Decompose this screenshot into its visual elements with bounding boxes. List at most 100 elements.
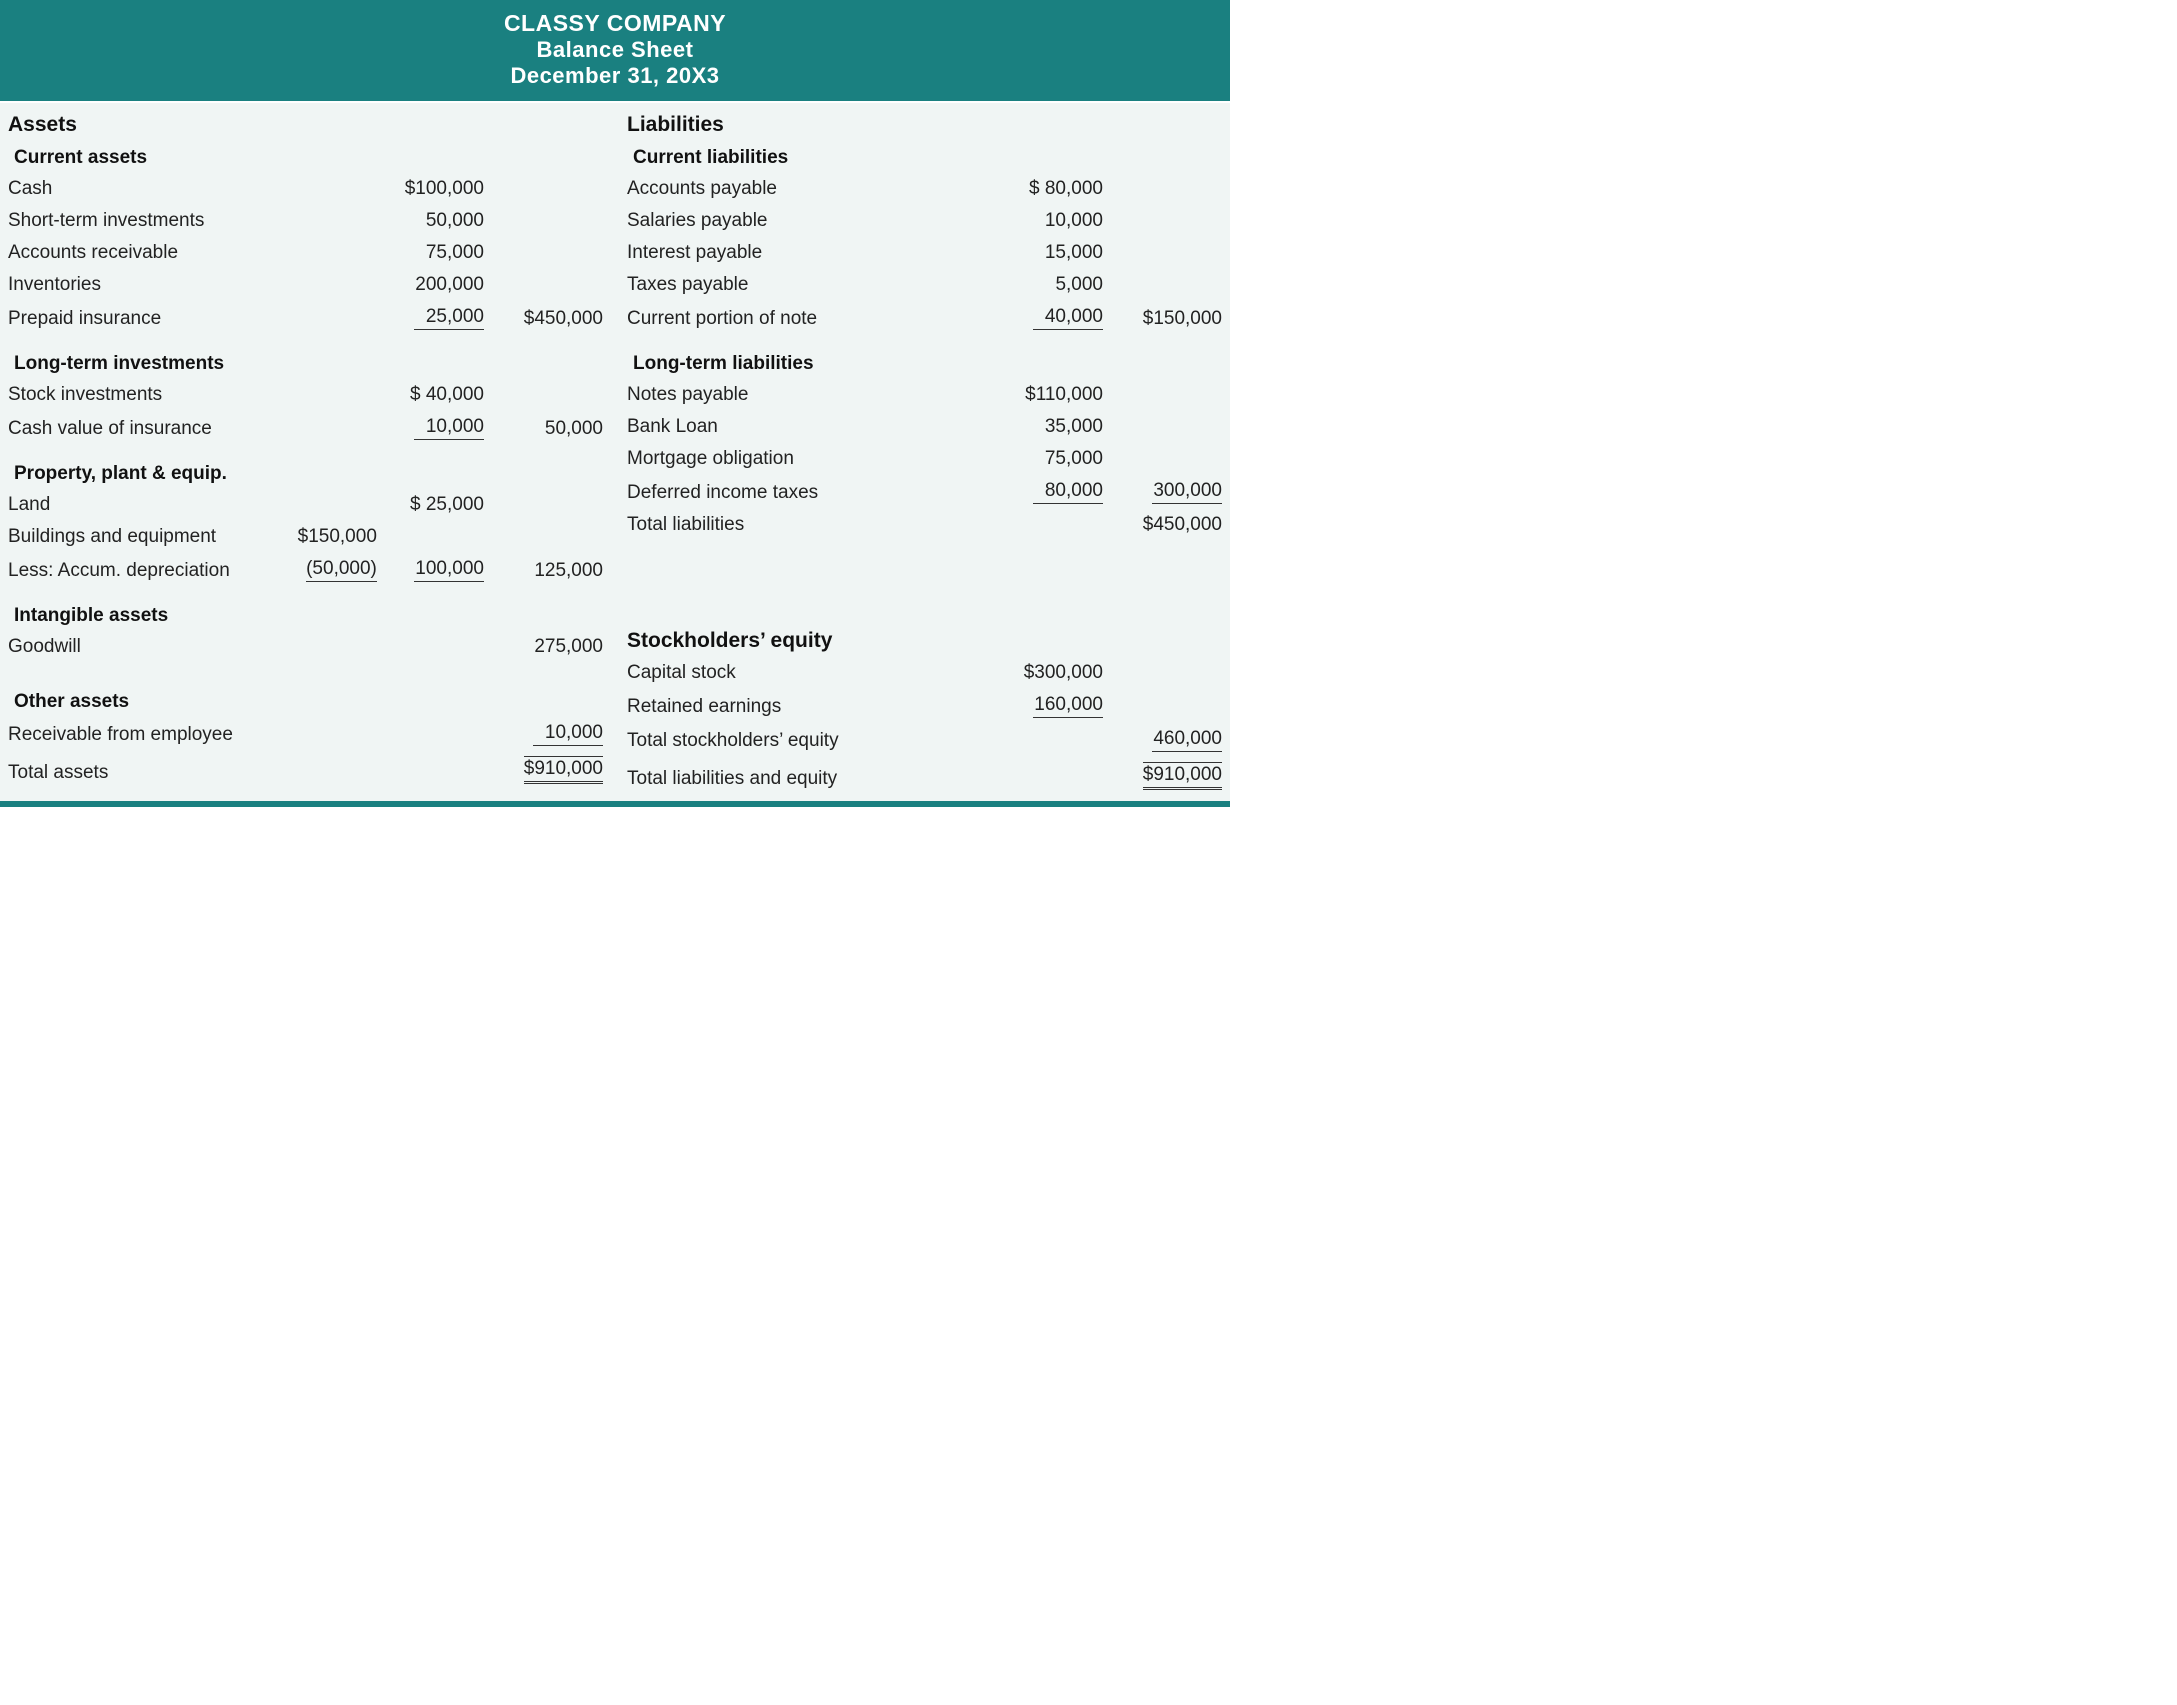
col-2 [996, 509, 1103, 541]
assets-title: Assets [8, 109, 603, 141]
line-label: Cash value of insurance [8, 411, 270, 445]
company-name: CLASSY COMPANY [0, 10, 1230, 37]
col-3: 300,000 [1103, 475, 1222, 509]
sheet-date: December 31, 20X3 [0, 63, 1230, 89]
col-2: $110,000 [996, 379, 1103, 411]
col-1 [889, 443, 996, 475]
col-1 [889, 757, 996, 795]
col-3: 50,000 [484, 411, 603, 445]
line-item: Bank Loan35,000 [627, 411, 1222, 443]
line-item: Retained earnings 160,000 [627, 689, 1222, 723]
col-2: 75,000 [996, 443, 1103, 475]
col-1 [270, 237, 377, 269]
col-3: 10,000 [484, 717, 603, 751]
total-row: Total liabilities and equity $910,000 [627, 757, 1222, 795]
line-item: Buildings and equipment$150,000 [8, 521, 603, 553]
line-label: Buildings and equipment [8, 521, 270, 553]
col-3: $450,000 [1103, 509, 1222, 541]
total-row: Total stockholders’ equity460,000 [627, 723, 1222, 757]
col-1 [270, 631, 377, 663]
intangible-rows: Goodwill 275,000 [8, 631, 603, 663]
line-label: Cash [8, 173, 270, 205]
line-item: Interest payable 15,000 [627, 237, 1222, 269]
line-item: Current portion of note40,000$150,000 [627, 301, 1222, 335]
col-2: $ 80,000 [996, 173, 1103, 205]
col-3 [484, 269, 603, 301]
col-3: 125,000 [484, 553, 603, 587]
col-2: 50,000 [377, 205, 484, 237]
col-2: 25,000 [377, 301, 484, 335]
col-1 [889, 689, 996, 723]
line-label: Salaries payable [627, 205, 889, 237]
sheet-header: CLASSY COMPANY Balance Sheet December 31… [0, 0, 1230, 101]
current-assets-rows: Cash $100,000 Short-term investments 50,000… [8, 173, 603, 335]
col-2: 10,000 [996, 205, 1103, 237]
col-3: 275,000 [484, 631, 603, 663]
col-3: $910,000 [484, 751, 603, 789]
col-3: $910,000 [1103, 757, 1222, 795]
line-item: Accounts payable $ 80,000 [627, 173, 1222, 205]
line-label: Bank Loan [627, 411, 889, 443]
col-1 [889, 205, 996, 237]
footer-rule [0, 801, 1230, 807]
longterm-liab-title: Long-term liabilities [627, 335, 1222, 379]
col-2: $ 25,000 [377, 489, 484, 521]
col-3: $450,000 [484, 301, 603, 335]
col-3 [484, 173, 603, 205]
line-item: Mortgage obligation75,000 [627, 443, 1222, 475]
line-label: Total liabilities [627, 509, 889, 541]
longterm-inv-title: Long-term investments [8, 335, 603, 379]
col-1 [270, 301, 377, 335]
col-2 [377, 751, 484, 789]
col-3 [1103, 689, 1222, 723]
col-2 [377, 717, 484, 751]
col-3 [1103, 657, 1222, 689]
line-label: Short-term investments [8, 205, 270, 237]
col-1 [270, 717, 377, 751]
line-item: Short-term investments 50,000 [8, 205, 603, 237]
col-2 [996, 723, 1103, 757]
line-item: Capital stock$300,000 [627, 657, 1222, 689]
col-1 [889, 379, 996, 411]
col-2 [996, 757, 1103, 795]
liabilities-title: Liabilities [627, 109, 1222, 141]
current-assets-title: Current assets [8, 141, 603, 173]
line-label: Interest payable [627, 237, 889, 269]
col-2: 100,000 [377, 553, 484, 587]
line-label: Inventories [8, 269, 270, 301]
col-1 [889, 509, 996, 541]
line-item: Goodwill 275,000 [8, 631, 603, 663]
total-row: Total liabilities $450,000 [627, 509, 1222, 541]
line-item: Cash $100,000 [8, 173, 603, 205]
col-2: 75,000 [377, 237, 484, 269]
line-label: Current portion of note [627, 301, 889, 335]
line-label: Notes payable [627, 379, 889, 411]
col-2: $300,000 [996, 657, 1103, 689]
col-2 [377, 631, 484, 663]
line-label: Goodwill [8, 631, 270, 663]
line-label: Stock investments [8, 379, 270, 411]
current-liab-title: Current liabilities [627, 141, 1222, 173]
sheet-title: Balance Sheet [0, 37, 1230, 63]
line-item: Accounts receivable 75,000 [8, 237, 603, 269]
col-1 [270, 205, 377, 237]
col-2: 160,000 [996, 689, 1103, 723]
line-label: Total liabilities and equity [627, 757, 889, 795]
col-1 [889, 269, 996, 301]
other-assets-title: Other assets [8, 673, 603, 717]
line-label: Accounts payable [627, 173, 889, 205]
line-label: Retained earnings [627, 689, 889, 723]
col-1 [270, 173, 377, 205]
col-3 [1103, 269, 1222, 301]
col-3 [484, 379, 603, 411]
col-2: $100,000 [377, 173, 484, 205]
col-2: 15,000 [996, 237, 1103, 269]
total-row: Total assets$910,000 [8, 751, 603, 789]
col-3 [1103, 237, 1222, 269]
line-label: Total stockholders’ equity [627, 723, 889, 757]
col-3 [1103, 379, 1222, 411]
line-label: Accounts receivable [8, 237, 270, 269]
col-3 [1103, 173, 1222, 205]
line-item: Prepaid insurance25,000$450,000 [8, 301, 603, 335]
col-1 [889, 657, 996, 689]
